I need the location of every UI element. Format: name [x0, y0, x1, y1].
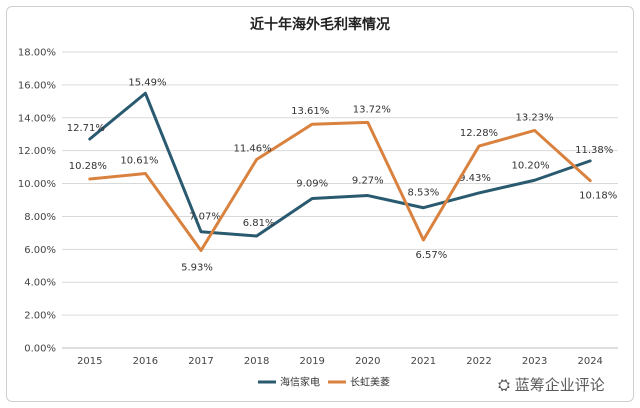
y-tick-label: 0.00%: [24, 344, 56, 355]
x-tick-label: 2018: [244, 356, 269, 367]
y-tick-label: 4.00%: [24, 278, 56, 289]
x-tick-label: 2020: [355, 356, 380, 367]
x-tick-label: 2019: [299, 356, 324, 367]
legend-label: 长虹美菱: [350, 376, 390, 389]
x-tick-label: 2021: [411, 356, 436, 367]
data-label: 5.93%: [181, 262, 213, 273]
data-label: 11.38%: [575, 145, 613, 156]
data-label: 10.61%: [120, 156, 158, 167]
data-label: 10.28%: [69, 161, 107, 172]
y-tick-label: 10.00%: [18, 179, 56, 190]
data-label: 10.20%: [512, 160, 550, 171]
x-tick-label: 2024: [577, 356, 602, 367]
y-tick-label: 2.00%: [24, 311, 56, 322]
series-line-1: [88, 91, 592, 238]
y-tick-label: 8.00%: [24, 212, 56, 223]
data-label: 9.27%: [352, 176, 384, 187]
data-label: 9.43%: [459, 173, 491, 184]
y-tick-label: 18.00%: [18, 48, 56, 59]
y-tick-label: 6.00%: [24, 245, 56, 256]
series-line-2: [88, 120, 592, 252]
data-label: 7.07%: [189, 212, 221, 223]
y-tick-label: 16.00%: [18, 80, 56, 91]
x-tick-label: 2022: [466, 356, 491, 367]
watermark: ⛭ 蓝筹企业评论: [498, 374, 605, 395]
x-tick-label: 2016: [133, 356, 158, 367]
data-label: 11.46%: [234, 144, 272, 155]
data-label: 13.23%: [516, 112, 554, 123]
x-tick-label: 2015: [77, 356, 102, 367]
chart-title: 近十年海外毛利率情况: [250, 17, 390, 33]
data-label: 10.18%: [579, 191, 617, 202]
x-tick-label: 2023: [522, 356, 547, 367]
x-tick-label: 2017: [188, 356, 213, 367]
data-label: 13.61%: [291, 106, 329, 117]
data-label: 12.71%: [67, 123, 105, 134]
y-tick-label: 12.00%: [18, 146, 56, 157]
data-label: 6.81%: [243, 218, 275, 229]
watermark-text: 蓝筹企业评论: [514, 376, 605, 394]
data-label: 13.72%: [353, 104, 391, 115]
data-label: 12.28%: [460, 128, 498, 139]
data-label: 6.57%: [416, 250, 448, 261]
data-label: 9.09%: [296, 179, 328, 190]
data-label: 15.49%: [128, 77, 166, 88]
data-label: 8.53%: [408, 188, 440, 199]
y-tick-label: 14.00%: [18, 113, 56, 124]
legend-label: 海信家电: [280, 376, 320, 389]
chart-frame: [6, 6, 634, 402]
watermark-logo-icon: ⛭: [498, 376, 511, 394]
